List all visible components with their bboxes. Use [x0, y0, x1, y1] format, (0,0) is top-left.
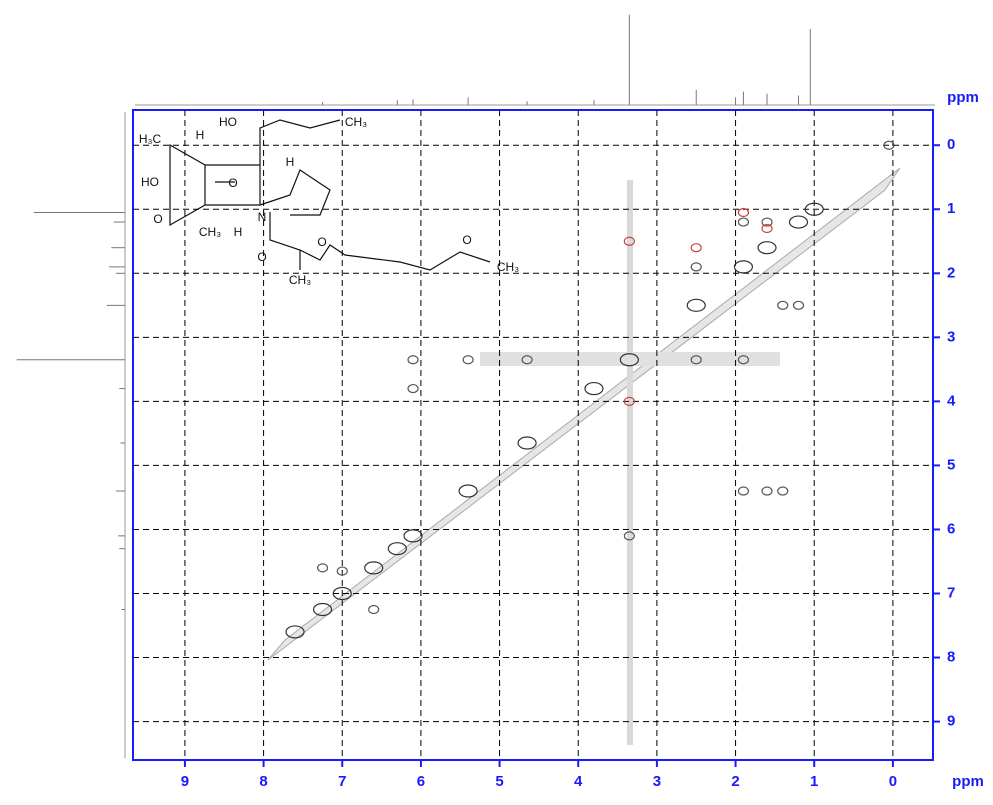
structure-label: HO: [219, 115, 237, 129]
peak: [690, 262, 702, 272]
peak: [316, 563, 329, 573]
y-tick-label: 8: [947, 649, 955, 666]
structure-label: CH₃: [199, 225, 221, 239]
x-axis-label: ppm: [952, 773, 984, 790]
peak: [623, 396, 635, 406]
structure-label: O: [153, 212, 162, 226]
x-tick-label: 4: [574, 773, 583, 790]
structure-label: O: [257, 250, 266, 264]
x-tick-label: 3: [653, 773, 661, 790]
x-tick-label: 5: [495, 773, 503, 790]
x-tick-label: 9: [181, 773, 189, 790]
peak: [619, 353, 639, 367]
peak: [584, 381, 604, 396]
structure-label: H: [234, 225, 243, 239]
structure-label: O: [462, 233, 471, 247]
structure-label: H: [196, 128, 205, 142]
peak: [757, 241, 777, 255]
peak: [387, 542, 407, 556]
peak: [737, 217, 750, 227]
y-tick-label: 5: [947, 456, 955, 473]
diagonal-band: [267, 167, 901, 661]
structure: [169, 119, 491, 271]
peak: [761, 486, 773, 496]
peak: [777, 300, 789, 310]
peak: [312, 602, 333, 617]
x-tick-label: 6: [417, 773, 425, 790]
peak: [462, 355, 474, 365]
y-tick-label: 4: [947, 392, 956, 409]
peak: [792, 300, 805, 310]
y-tick-label: 9: [947, 713, 955, 730]
structure-label: CH₃: [289, 273, 311, 287]
x-tick-label: 0: [889, 773, 897, 790]
structure-label: O: [317, 235, 326, 249]
structure-label: H₃C: [139, 132, 162, 146]
peak: [788, 215, 809, 229]
y-tick-label: 2: [947, 264, 955, 281]
structure-label: CH₃: [345, 115, 367, 129]
peak: [364, 561, 384, 575]
peak: [733, 260, 754, 274]
peak: [761, 223, 773, 234]
peak: [336, 566, 348, 576]
solvent-streak: [627, 180, 633, 745]
peak: [285, 625, 305, 639]
y-tick-label: 3: [947, 328, 955, 345]
x-tick-label: 7: [338, 773, 346, 790]
x-tick-label: 2: [731, 773, 739, 790]
peak: [690, 355, 702, 365]
peak: [623, 531, 635, 541]
peak: [761, 217, 773, 227]
structure-label: H: [286, 155, 295, 169]
peak: [332, 586, 352, 601]
peak: [623, 236, 635, 246]
y-tick-label: 0: [947, 136, 955, 153]
peak: [883, 140, 895, 150]
peak: [517, 436, 537, 450]
structure-label: HO: [141, 175, 159, 189]
peak: [777, 486, 789, 496]
y-axis-label: ppm: [947, 89, 979, 106]
x-tick-label: 8: [259, 773, 267, 790]
x-tick-label: 1: [810, 773, 818, 790]
peak: [737, 355, 750, 365]
y-tick-label: 6: [947, 520, 955, 537]
peak: [737, 486, 750, 496]
peak: [737, 207, 750, 218]
peak: [458, 484, 478, 498]
peak: [368, 604, 380, 615]
peak: [686, 298, 706, 312]
peak: [403, 529, 423, 543]
peak: [804, 202, 824, 216]
solvent-streak: [480, 352, 780, 366]
peak: [407, 383, 419, 394]
structure-label: O: [228, 176, 237, 190]
peak: [521, 355, 533, 365]
y-tick-label: 7: [947, 584, 955, 601]
peak: [690, 243, 702, 253]
structure-label: CH₃: [497, 260, 519, 274]
y-tick-label: 1: [947, 200, 955, 217]
structure-label: N: [258, 210, 267, 224]
peak: [407, 355, 419, 365]
plot-frame: [132, 109, 934, 761]
